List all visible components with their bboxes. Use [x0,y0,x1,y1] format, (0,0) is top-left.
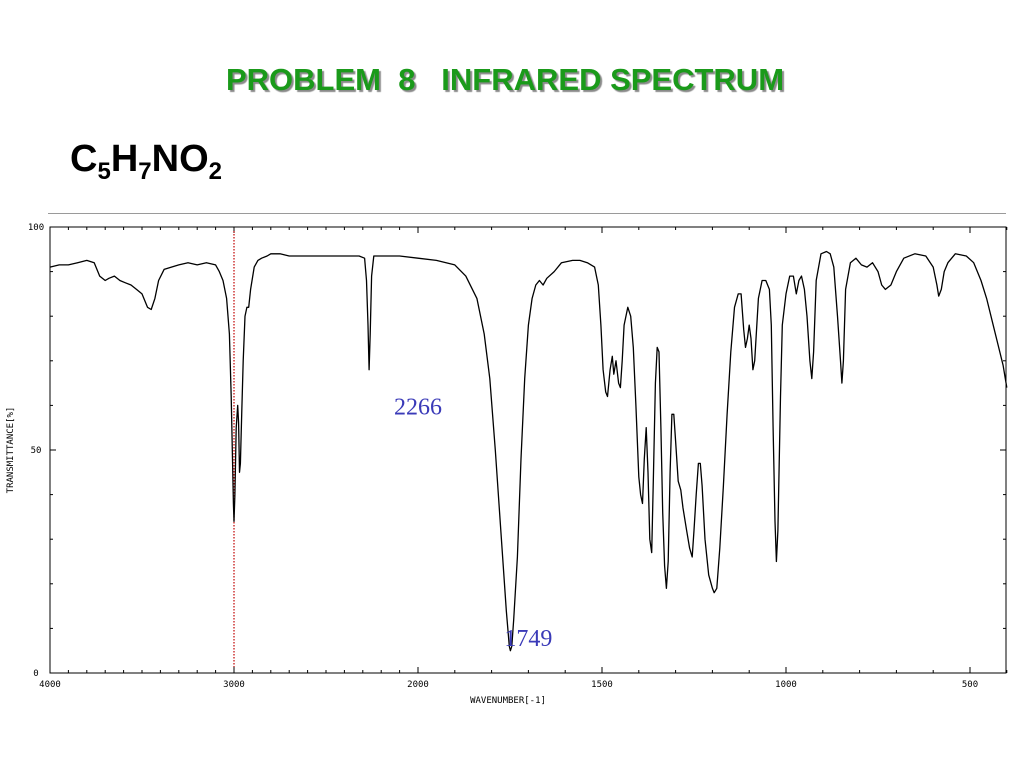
molecular-formula: C5H7NO2 [70,138,222,186]
peak-annotation-1749: 1749 [504,626,552,652]
x-tick-label: 2000 [407,680,429,690]
formula-o-count: 2 [208,158,222,185]
x-tick-label: 1000 [775,680,797,690]
y-tick-label: 50 [31,446,42,456]
x-axis-label: WAVENUMBER[-1] [470,696,546,706]
y-axis-label: TRANSMITTANCE[%] [6,407,16,494]
plot-frame [49,226,1007,674]
spectrum-line-0 [49,250,1008,652]
formula-h: H [110,138,139,180]
formula-c-count: 5 [97,158,111,185]
peak-annotation-2266: 2266 [394,394,442,420]
formula-c: C [70,138,98,180]
x-tick-label: 1500 [591,680,613,690]
formula-no: NO [151,138,209,180]
x-tick-label: 4000 [39,680,61,690]
x-tick-label: 500 [962,680,978,690]
y-tick-label: 0 [33,669,38,679]
slide-title: PROBLEM 8 INFRARED SPECTRUM [225,62,785,97]
x-tick-label: 3000 [223,680,245,690]
y-tick-label: 100 [28,223,44,233]
formula-h-count: 7 [138,158,152,185]
divider-line [48,213,1006,214]
